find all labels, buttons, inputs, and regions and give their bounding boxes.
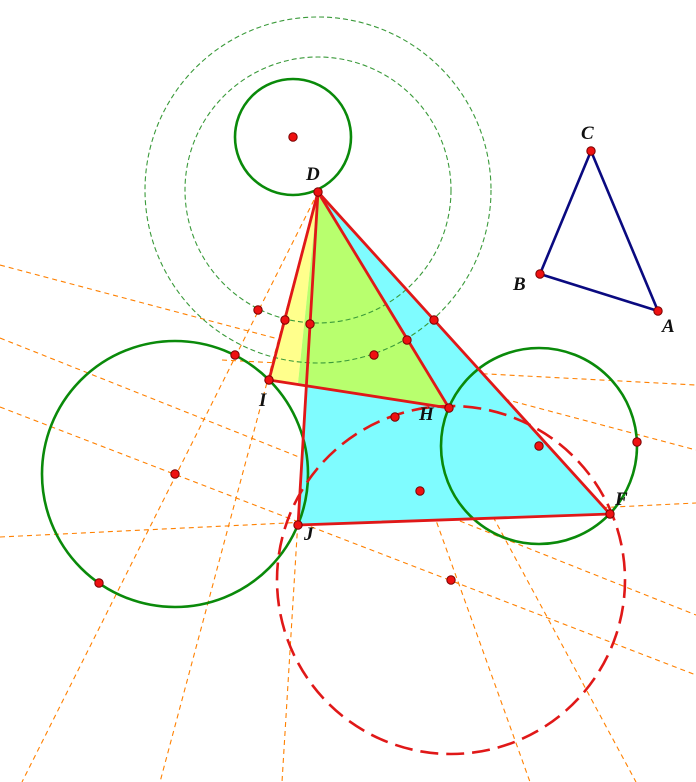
red-segments [267, 190, 612, 527]
point-unlabeled[interactable] [415, 486, 425, 496]
point-circle-right-center[interactable] [534, 441, 544, 451]
dashed-circle-outer [144, 16, 492, 364]
segment-d-i [267, 191, 320, 381]
point-unlabeled[interactable] [402, 335, 412, 345]
circle-left [40, 339, 310, 609]
point-unlabeled[interactable] [369, 350, 379, 360]
triangle-dfj-fill [298, 192, 610, 525]
point-a[interactable] [653, 306, 663, 316]
point-unlabeled[interactable] [94, 578, 104, 588]
triangle-dfj [296, 190, 612, 527]
point-unlabeled[interactable] [429, 315, 439, 325]
point-f[interactable] [605, 509, 615, 519]
point-unlabeled[interactable] [632, 437, 642, 447]
point-circle-top-center[interactable] [288, 132, 298, 142]
label-j: J [303, 524, 314, 545]
point-unlabeled[interactable] [280, 315, 290, 325]
point-circle-left-center[interactable] [170, 469, 180, 479]
point-i[interactable] [264, 375, 274, 385]
point-unlabeled[interactable] [253, 305, 263, 315]
construction-line [0, 406, 696, 676]
point-b[interactable] [535, 269, 545, 279]
label-b: B [512, 274, 526, 295]
triangle-abc [538, 149, 660, 313]
point-unlabeled[interactable] [390, 412, 400, 422]
point-unlabeled[interactable] [230, 350, 240, 360]
points [94, 132, 663, 588]
construction-line [21, 191, 319, 782]
point-h[interactable] [444, 403, 454, 413]
point-unlabeled[interactable] [305, 319, 315, 329]
label-f: F [614, 489, 628, 510]
point-c[interactable] [586, 146, 596, 156]
label-c: C [581, 123, 594, 144]
point-red-circle-center[interactable] [446, 575, 456, 585]
circle-top [233, 77, 353, 197]
label-h: H [418, 404, 435, 425]
construction-line [317, 191, 531, 782]
label-i: I [258, 390, 267, 411]
point-d[interactable] [313, 187, 323, 197]
segment-i-h [268, 378, 450, 410]
dashed-circle-inner [184, 56, 452, 324]
segment-d-h [316, 191, 451, 409]
label-a: A [661, 316, 675, 337]
construction-line [0, 337, 696, 616]
region-green [298, 192, 449, 408]
point-j[interactable] [293, 520, 303, 530]
label-d: D [305, 164, 320, 185]
